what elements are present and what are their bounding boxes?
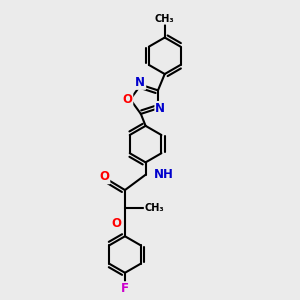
Text: NH: NH xyxy=(154,168,174,181)
Text: CH₃: CH₃ xyxy=(145,203,164,213)
Text: O: O xyxy=(112,217,122,230)
Text: O: O xyxy=(122,93,132,106)
Text: CH₃: CH₃ xyxy=(155,14,175,24)
Text: O: O xyxy=(99,170,110,183)
Text: F: F xyxy=(121,282,129,295)
Text: N: N xyxy=(155,102,165,115)
Text: N: N xyxy=(135,76,145,89)
